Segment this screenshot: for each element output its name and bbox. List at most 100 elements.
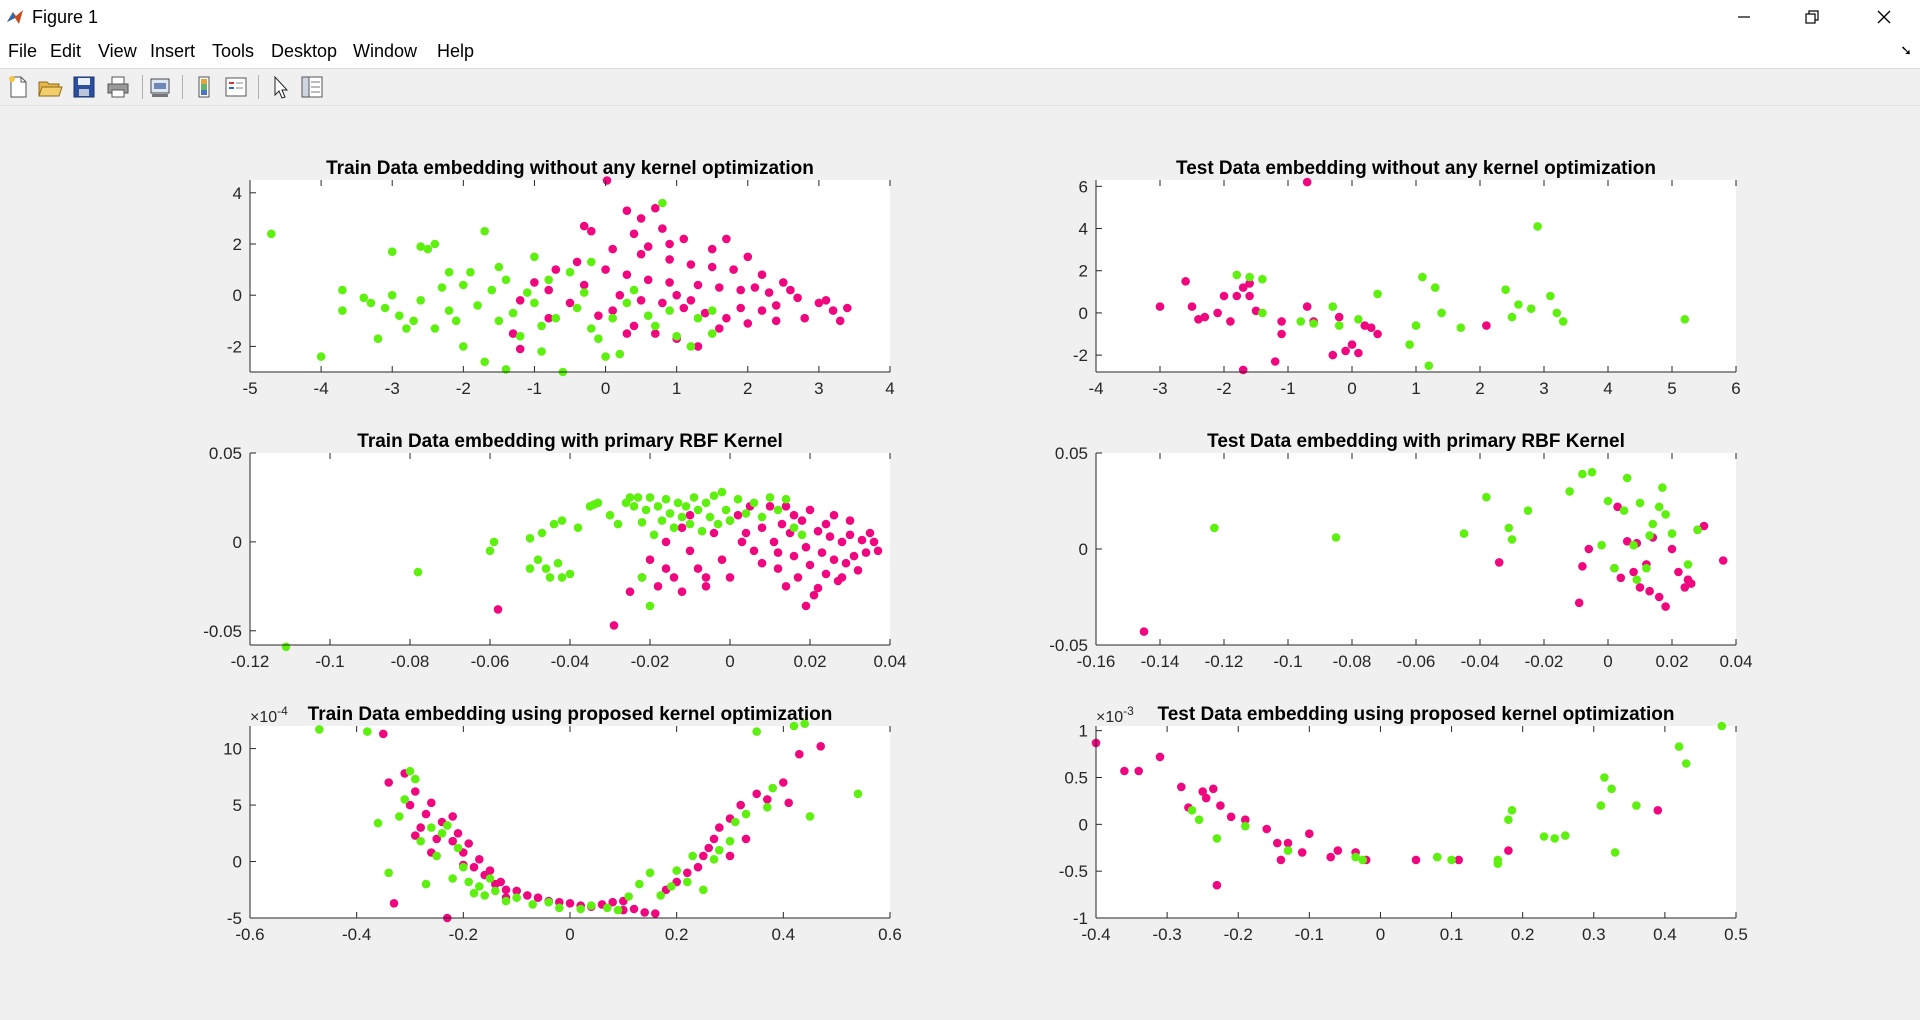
menu-tools[interactable]: Tools xyxy=(212,41,255,61)
minimize-button[interactable] xyxy=(1710,0,1778,34)
data-point xyxy=(384,778,394,787)
subplot-6[interactable]: -0.4 -0.3 -0.2 -0.1 0 0.1 0.2 0.3 0.4 0.5 -1 -0.5 0 0… xyxy=(1059,704,1748,944)
data-point xyxy=(841,558,851,568)
data-point xyxy=(1347,340,1357,349)
menu-desktop[interactable]: Desktop xyxy=(271,41,338,61)
open-file-icon[interactable] xyxy=(36,73,64,101)
new-figure-icon[interactable] xyxy=(4,73,32,101)
x-tick-label: -0.1 xyxy=(1273,652,1302,671)
data-point xyxy=(1645,586,1654,596)
x-tick-label: -1 xyxy=(1280,379,1295,398)
data-point xyxy=(421,879,431,889)
data-point xyxy=(622,298,632,308)
data-point xyxy=(1574,598,1584,608)
data-point xyxy=(786,285,795,295)
minimize-icon xyxy=(1738,16,1750,18)
restore-button[interactable] xyxy=(1778,0,1846,34)
data-point xyxy=(448,874,458,883)
y-tick-label: 6 xyxy=(1079,177,1088,196)
x-tick-label: -2 xyxy=(456,379,471,398)
insert-colorbar-icon[interactable] xyxy=(190,73,218,101)
data-point xyxy=(809,590,819,600)
menu-bar: File Edit View Insert Tools Desktop Wind… xyxy=(0,34,1920,69)
subplot-4[interactable]: -0.16 -0.14 -0.12 -0.1 -0.08 -0.06 -0.04 -0.02 0… xyxy=(1049,431,1752,671)
series-2 xyxy=(267,198,717,377)
data-point xyxy=(466,267,475,277)
insert-legend-icon[interactable] xyxy=(222,73,250,101)
data-point xyxy=(464,877,474,887)
data-point xyxy=(789,510,799,520)
subplot-title: Test Data embedding without any kernel o… xyxy=(1176,158,1656,179)
data-point xyxy=(672,331,681,341)
data-point xyxy=(363,727,372,736)
subplot-3[interactable]: -0.12 -0.1 -0.08 -0.06 -0.04 -0.02 0 0.02 0.04 -0… xyxy=(203,431,906,671)
data-point xyxy=(400,795,410,804)
x-tick-label: 0 xyxy=(1603,652,1612,671)
subplot-2[interactable]: -4 -3 -2 -1 0 1 2 3 4 5 6 -2 0 2 4 6 Test Data embedding… xyxy=(1073,158,1741,398)
toolbar-separator xyxy=(182,75,183,99)
data-point xyxy=(658,198,667,208)
data-point xyxy=(1648,519,1658,529)
data-point xyxy=(430,324,440,333)
x-tick-label: 0.02 xyxy=(793,652,826,671)
data-point xyxy=(1212,834,1222,843)
data-point xyxy=(736,800,745,810)
print-icon[interactable] xyxy=(104,73,132,101)
data-point xyxy=(750,283,760,292)
data-point xyxy=(629,285,639,295)
data-point xyxy=(448,812,458,821)
menu-view[interactable]: View xyxy=(98,41,137,61)
property-inspector-icon[interactable] xyxy=(298,73,326,101)
menu-help[interactable]: Help xyxy=(437,41,475,61)
data-point xyxy=(1654,502,1664,512)
dock-arrow-icon[interactable]: ➘ xyxy=(1900,42,1912,58)
close-button[interactable] xyxy=(1850,0,1918,34)
data-point xyxy=(672,290,681,300)
data-point xyxy=(572,303,582,313)
x-tick-label: -0.3 xyxy=(1152,925,1181,944)
data-point xyxy=(752,789,761,799)
data-point xyxy=(637,518,647,527)
menu-insert[interactable]: Insert xyxy=(150,41,196,61)
subplot-1[interactable]: -5 -4 -3 -2 -1 0 1 2 3 4 -2 0 2 4 Train Data embedding… xyxy=(227,158,895,398)
menu-file[interactable]: File xyxy=(8,41,38,61)
data-point xyxy=(1354,315,1363,324)
data-point xyxy=(853,789,863,799)
data-point xyxy=(683,877,692,887)
data-point xyxy=(576,904,585,914)
subplot-title: Test Data embedding with primary RBF Ker… xyxy=(1207,431,1625,452)
x-tick-label: 0.1 xyxy=(1440,925,1464,944)
data-point xyxy=(685,519,695,529)
y-tick-label: -0.05 xyxy=(203,622,242,641)
data-point xyxy=(657,516,667,525)
data-point xyxy=(1200,312,1210,322)
data-point xyxy=(709,528,719,538)
data-point xyxy=(743,252,753,262)
select-arrow-icon[interactable] xyxy=(266,73,294,101)
data-point xyxy=(459,342,468,351)
data-point xyxy=(641,505,651,515)
data-point xyxy=(837,537,847,547)
data-point xyxy=(1645,531,1654,540)
data-point xyxy=(651,909,660,918)
data-point xyxy=(837,573,847,582)
data-point xyxy=(1459,529,1469,538)
data-point xyxy=(1198,787,1207,796)
data-point xyxy=(613,519,623,529)
data-point xyxy=(1523,506,1533,515)
save-icon[interactable] xyxy=(70,73,98,101)
link-plot-icon[interactable] xyxy=(146,73,174,101)
data-point xyxy=(1120,766,1129,776)
data-point xyxy=(1273,838,1282,848)
data-point xyxy=(1504,815,1513,824)
menu-window[interactable]: Window xyxy=(353,41,418,61)
data-point xyxy=(1177,782,1186,792)
data-point xyxy=(773,564,783,573)
data-point xyxy=(427,823,436,832)
data-point xyxy=(537,321,546,331)
data-point xyxy=(602,176,612,185)
data-point xyxy=(480,891,490,900)
menu-edit[interactable]: Edit xyxy=(50,41,82,61)
subplot-5[interactable]: -0.6 -0.4 -0.2 0 0.2 0.4 0.6 -5 0 5 10 ×10-4 Train D… xyxy=(223,704,902,944)
data-point xyxy=(494,262,504,272)
